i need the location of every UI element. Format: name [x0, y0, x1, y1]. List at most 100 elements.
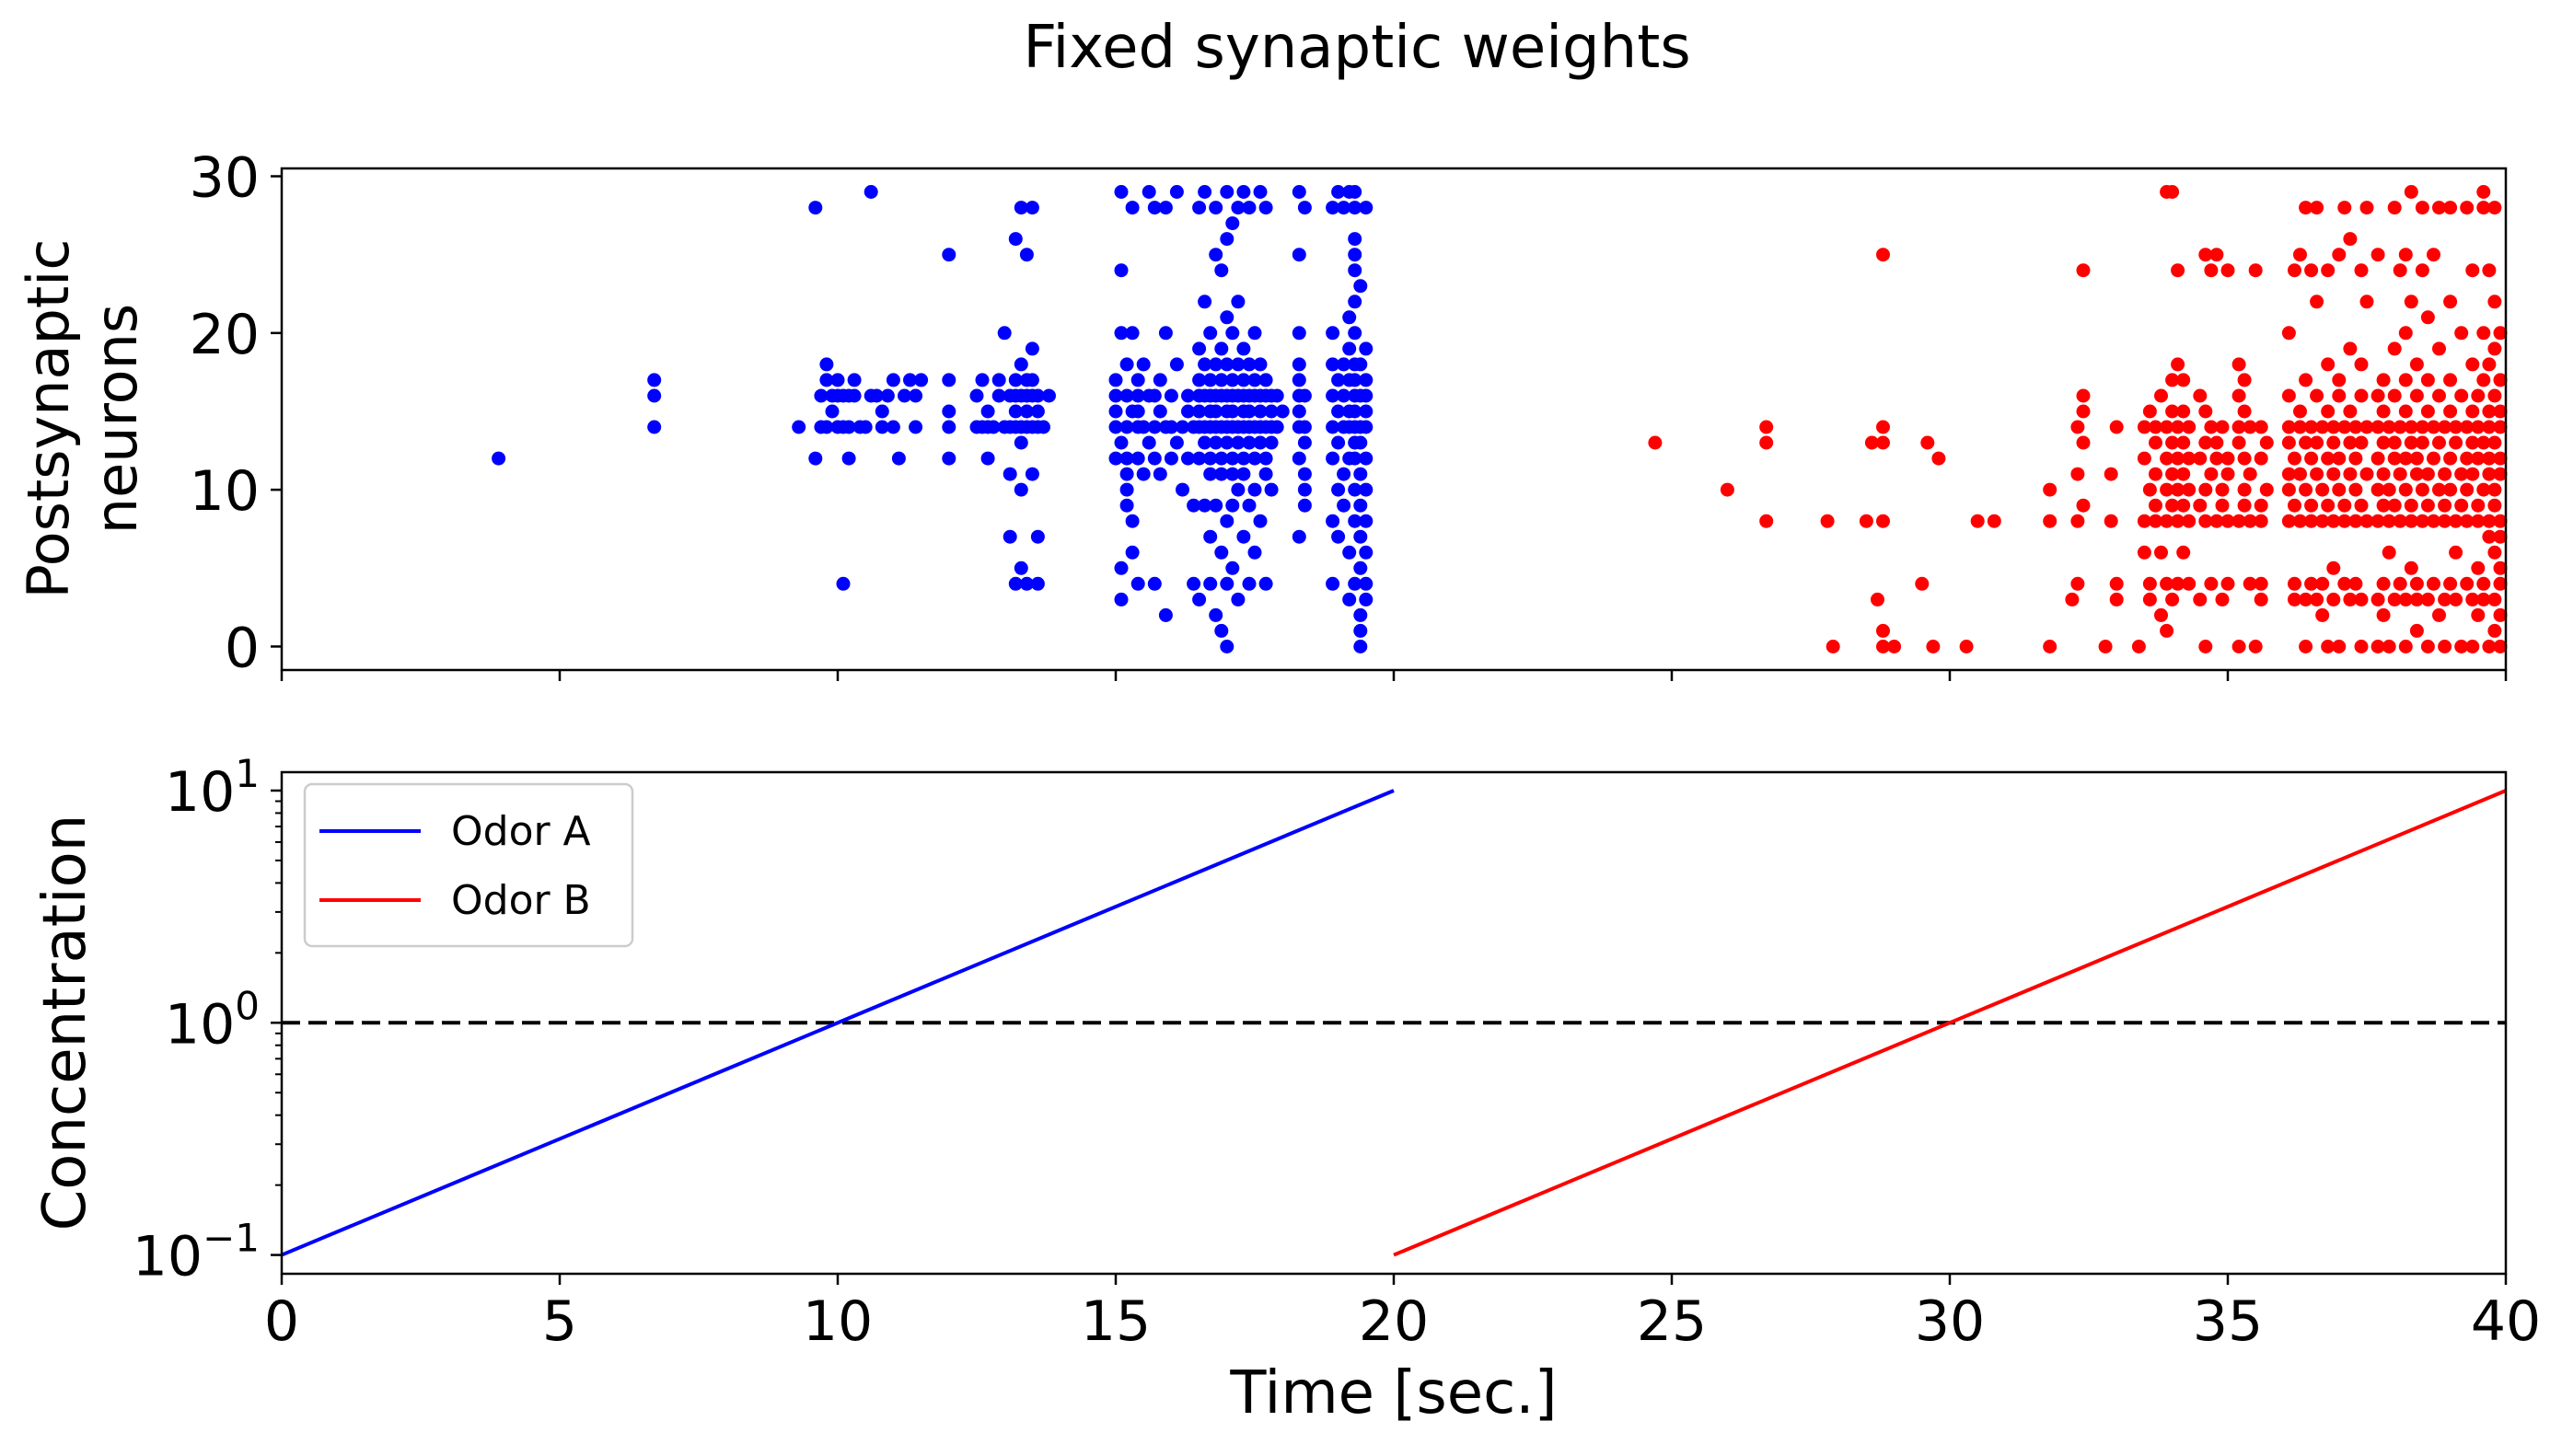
odor-b-spike-point [2171, 482, 2185, 497]
odor-b-spike-point [2326, 514, 2341, 528]
odor-a-spike-point [1187, 576, 1201, 591]
odor-a-spike-point [1225, 451, 1240, 466]
odor-a-spike-point [1030, 404, 1045, 419]
odor-b-spike-point [2432, 482, 2446, 497]
odor-b-spike-point [2420, 640, 2435, 653]
odor-a-spike-point [1008, 373, 1023, 387]
odor-b-spike-point [2376, 467, 2391, 481]
odor-a-spike-point [942, 373, 956, 387]
odor-b-spike-point [2248, 263, 2263, 278]
odor-b-spike-point [2443, 576, 2458, 591]
odor-b-spike-point [1887, 640, 1902, 653]
odor-b-spike-point [2476, 373, 2491, 387]
odor-a-spike-point [819, 420, 834, 434]
odor-b-spike-point [2288, 592, 2301, 607]
odor-b-spike-point [2204, 263, 2219, 278]
odor-b-spike-point [2370, 514, 2385, 528]
concentration-x-tick-label: 15 [1081, 1289, 1151, 1354]
odor-b-spike-point [2393, 420, 2407, 434]
odor-a-spike-point [1108, 420, 1123, 434]
odor-a-spike-point [1326, 388, 1340, 403]
odor-b-spike-point [1648, 435, 1663, 450]
odor-a-spike-point [1353, 623, 1368, 638]
odor-a-spike-point [1292, 373, 1306, 387]
odor-a-spike-point [1348, 232, 1362, 247]
odor-b-spike-point [2076, 404, 2091, 419]
odor-b-spike-point [2493, 514, 2508, 528]
odor-a-spike-point [1192, 341, 1207, 356]
odor-a-spike-point [1220, 514, 1234, 528]
odor-a-spike-point [841, 451, 856, 466]
odor-a-spike-point [647, 388, 662, 403]
odor-b-spike-point [1915, 576, 1930, 591]
odor-a-spike-point [1019, 404, 1034, 419]
odor-b-spike-point [2409, 357, 2424, 372]
odor-b-spike-point [2382, 514, 2396, 528]
odor-a-spike-point [1042, 388, 1056, 403]
odor-b-spike-point [2487, 435, 2502, 450]
odor-b-spike-point [2326, 467, 2341, 481]
odor-a-spike-point [1125, 545, 1140, 560]
odor-a-spike-point [1209, 607, 1223, 622]
odor-b-spike-point [2171, 263, 2185, 278]
odor-b-spike-point [2359, 201, 2374, 215]
odor-a-spike-point [1292, 529, 1306, 544]
odor-a-spike-point [1236, 185, 1251, 199]
odor-a-spike-point [847, 388, 862, 403]
odor-b-spike-point [2171, 576, 2185, 591]
odor-b-spike-point [2332, 640, 2347, 653]
odor-b-spike-point [1826, 640, 1840, 653]
odor-a-spike-point [792, 420, 806, 434]
odor-b-spike-point [2343, 232, 2358, 247]
odor-a-spike-point [1203, 326, 1218, 341]
concentration-x-tick-label: 25 [1637, 1289, 1707, 1354]
odor-b-spike-point [2404, 435, 2418, 450]
odor-b-spike-point [2465, 592, 2480, 607]
odor-b-spike-point [2281, 482, 2296, 497]
legend: Odor A Odor B [303, 782, 634, 948]
odor-b-spike-point [2281, 514, 2296, 528]
odor-b-spike-point [2343, 467, 2358, 481]
odor-a-spike-point [1181, 404, 1195, 419]
odor-b-spike-point [2131, 640, 2146, 653]
odor-b-spike-point [2243, 467, 2257, 481]
odor-b-spike-point [2254, 514, 2268, 528]
odor-b-spike-point [2176, 404, 2191, 419]
odor-b-spike-point [2387, 498, 2402, 513]
odor-a-spike-point [1297, 482, 1312, 497]
odor-b-spike-point [2387, 201, 2402, 215]
odor-a-spike-point [814, 388, 829, 403]
odor-b-spike-point [2420, 373, 2435, 387]
odor-a-spike-point [1220, 310, 1234, 325]
odor-a-spike-point [1236, 467, 1251, 481]
odor-a-spike-point [1176, 482, 1189, 497]
odor-a-spike-point [1192, 404, 1207, 419]
odor-a-spike-point [1125, 201, 1140, 215]
odor-a-spike-point [1269, 388, 1284, 403]
odor-a-spike-point [1331, 482, 1346, 497]
odor-a-spike-point [991, 373, 1006, 387]
odor-b-spike-point [2337, 420, 2352, 434]
odor-a-spike-point [1125, 326, 1140, 341]
odor-b-spike-point [2337, 201, 2352, 215]
odor-b-spike-point [2370, 482, 2385, 497]
odor-b-spike-point [2482, 357, 2497, 372]
odor-b-spike-point [2248, 640, 2263, 653]
odor-a-spike-point [1348, 201, 1362, 215]
odor-b-spike-point [2471, 514, 2486, 528]
odor-a-spike-point [1192, 592, 1207, 607]
odor-a-spike-point [1359, 201, 1374, 215]
odor-a-spike-point [1231, 592, 1246, 607]
odor-a-spike-point [1198, 435, 1212, 450]
odor-b-spike-point [2142, 592, 2157, 607]
odor-b-spike-point [2326, 435, 2341, 450]
odor-b-spike-point [2332, 451, 2347, 466]
odor-b-spike-point [2438, 420, 2452, 434]
odor-b-spike-point [2215, 420, 2230, 434]
odor-a-spike-point [1348, 373, 1362, 387]
odor-b-spike-point [2398, 404, 2413, 419]
odor-a-spike-point [1331, 185, 1346, 199]
odor-a-spike-point [1231, 435, 1246, 450]
concentration-x-tick-label: 35 [2193, 1289, 2263, 1354]
raster-panel: 0 10 20 30 Postsynaptic neurons [15, 146, 2508, 681]
